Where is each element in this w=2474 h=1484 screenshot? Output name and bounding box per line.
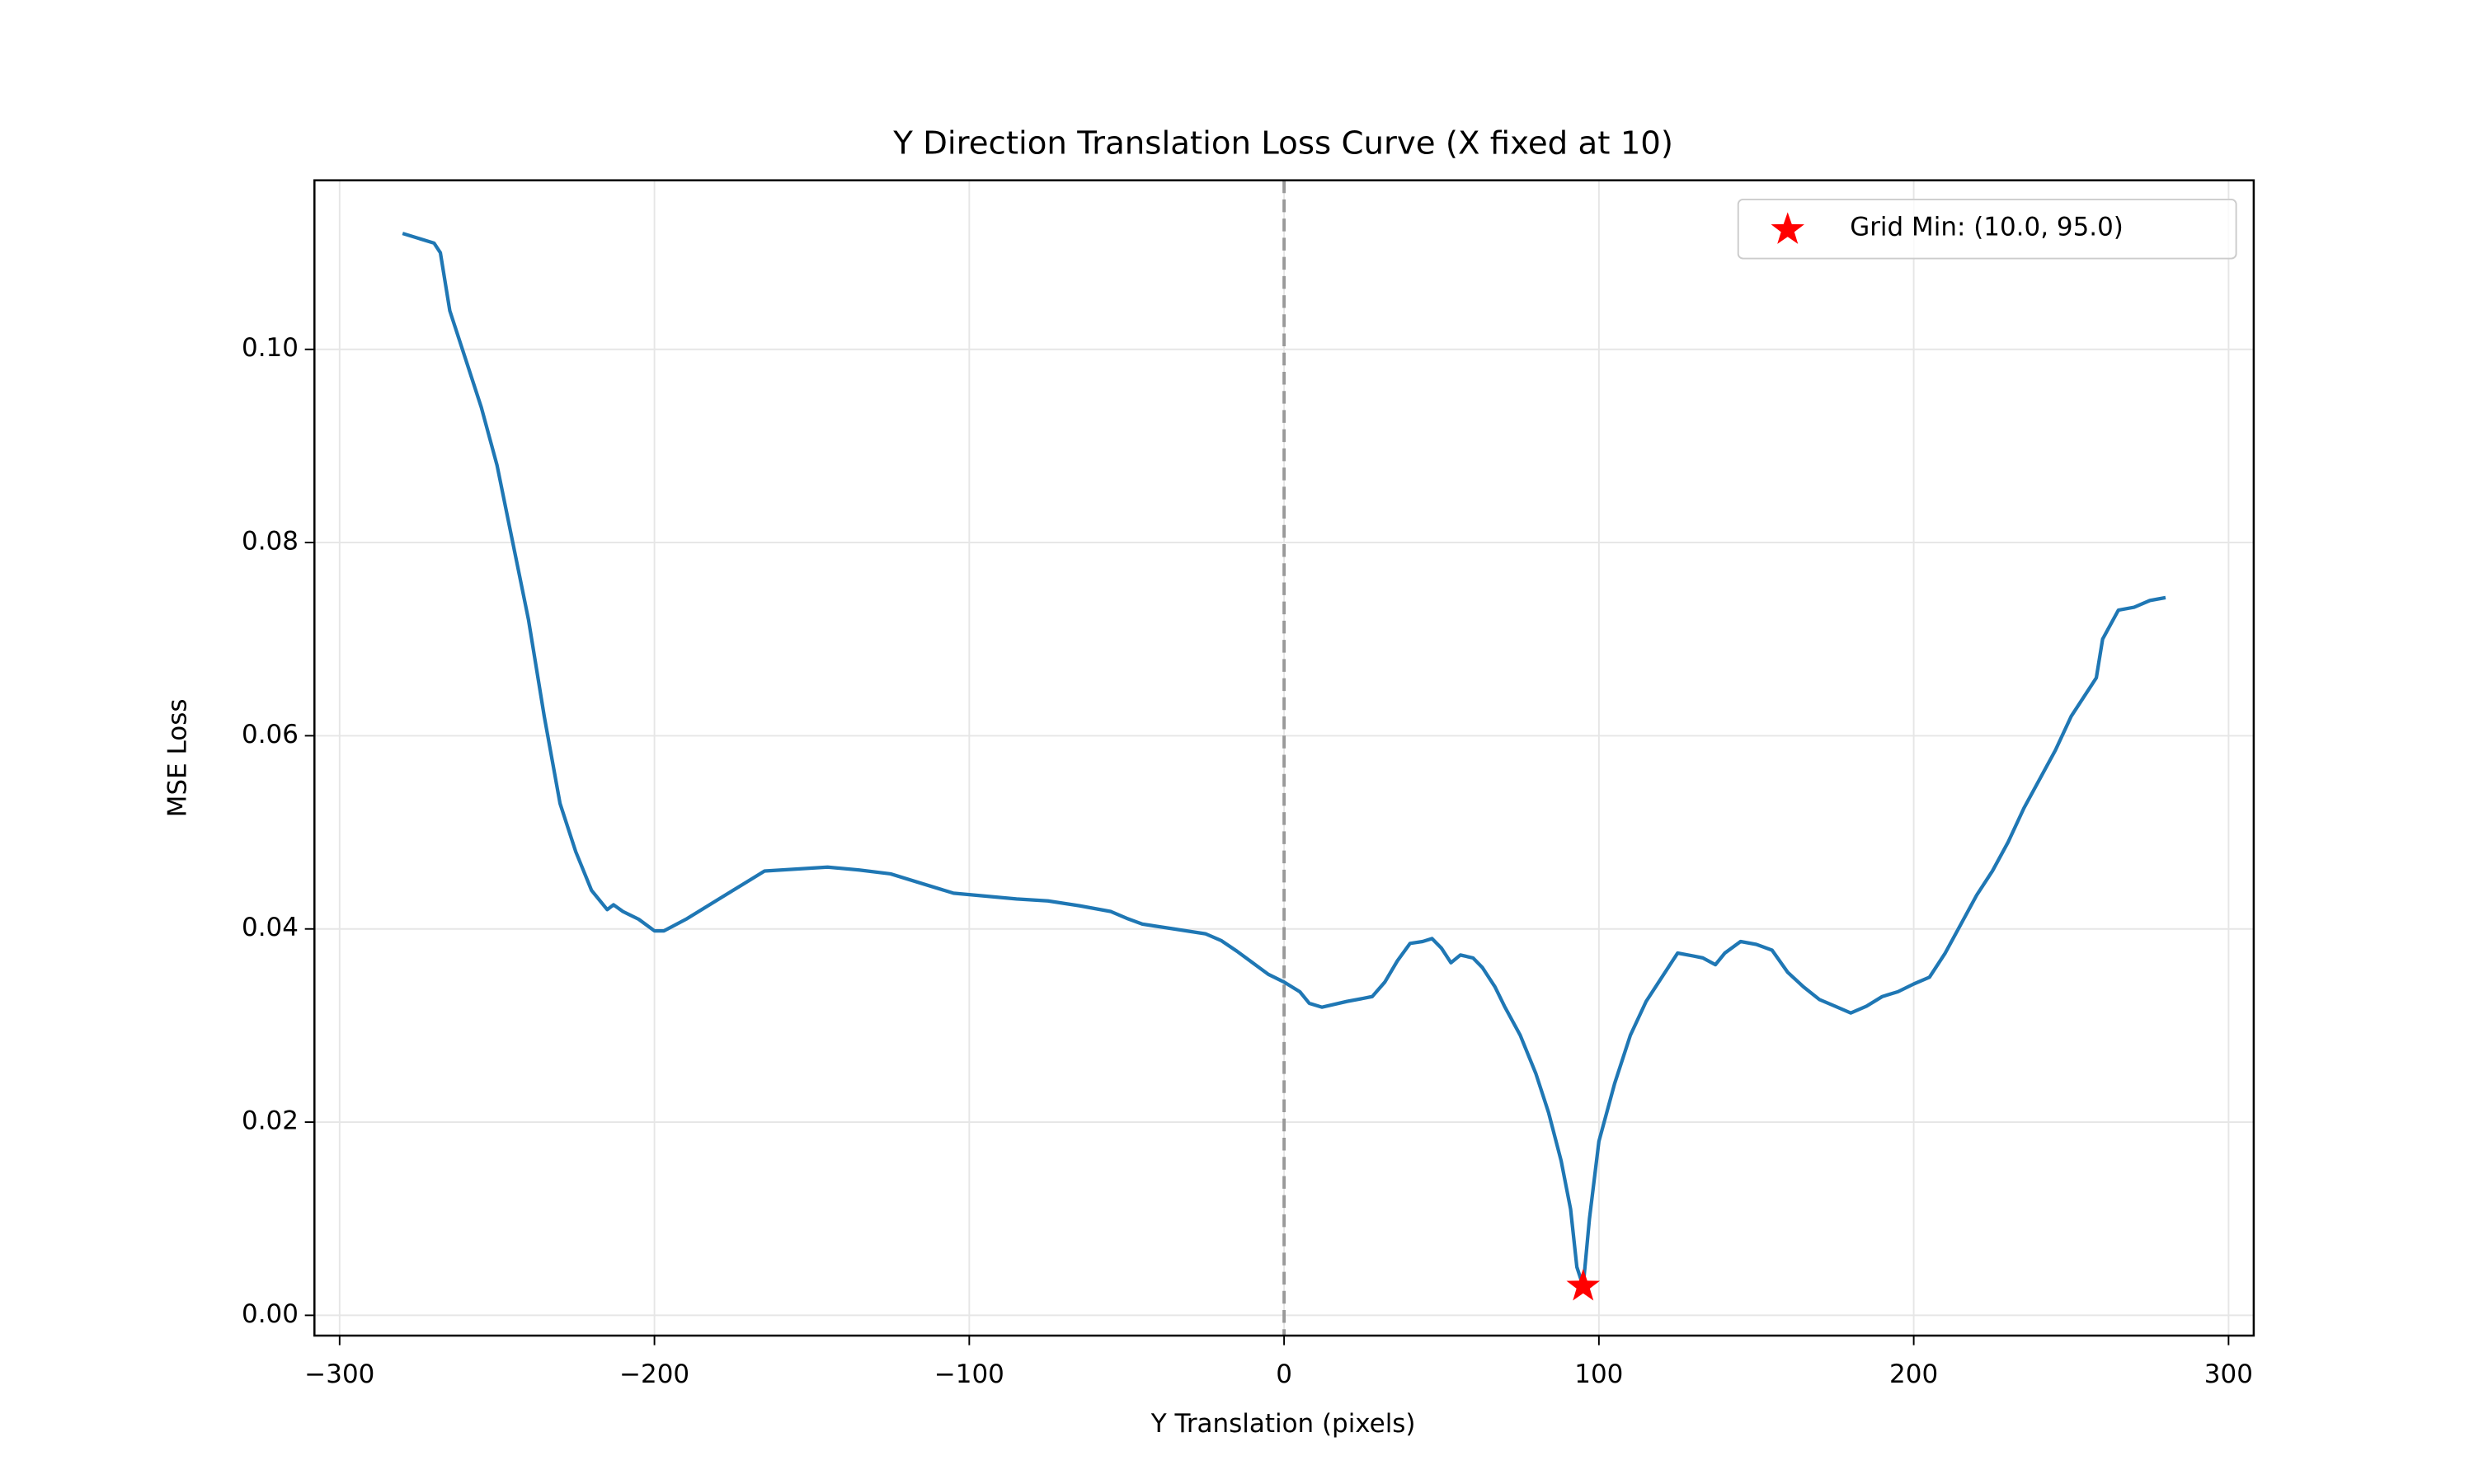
legend-label: Grid Min: (10.0, 95.0): [1850, 212, 2124, 242]
x-tick-label: −200: [619, 1360, 689, 1389]
y-tick-label: 0.00: [242, 1299, 299, 1329]
y-tick-label: 0.06: [242, 720, 299, 749]
x-tick-label: 300: [2204, 1360, 2253, 1389]
x-axis-label: Y Translation (pixels): [1150, 1409, 1416, 1439]
x-tick-label: −100: [934, 1360, 1004, 1389]
min-marker: [1566, 1268, 1601, 1301]
y-tick-label: 0.10: [242, 333, 299, 363]
legend-box: [1737, 198, 2237, 260]
legend-marker: [1771, 212, 1804, 244]
x-tick-label: 100: [1574, 1360, 1623, 1389]
loss-line: [402, 232, 2166, 1289]
y-axis-label: MSE Loss: [162, 699, 192, 818]
y-tick-label: 0.08: [242, 527, 299, 556]
x-tick-label: 0: [1276, 1360, 1292, 1389]
plot-frame: [313, 179, 2255, 1337]
x-tick-label: −300: [304, 1360, 374, 1389]
y-tick-label: 0.04: [242, 913, 299, 942]
y-tick-label: 0.02: [242, 1106, 299, 1136]
chart-title: Y Direction Translation Loss Curve (X fi…: [892, 125, 1673, 162]
x-tick-label: 200: [1889, 1360, 1938, 1389]
